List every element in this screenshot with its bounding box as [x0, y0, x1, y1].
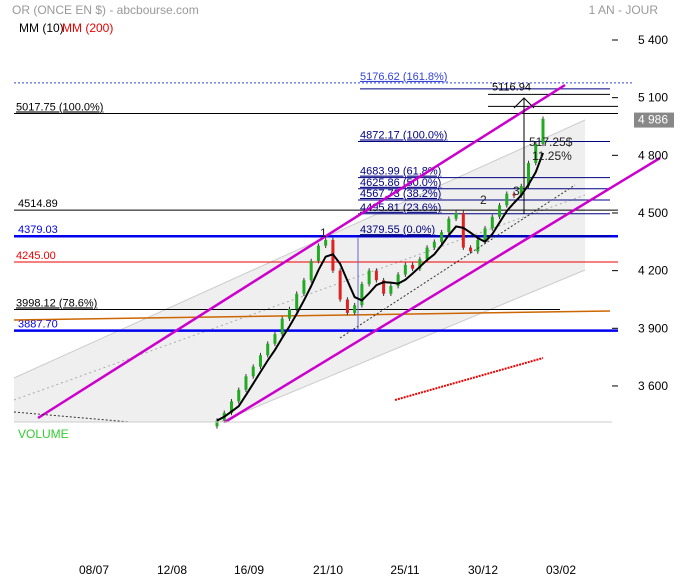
level-label: 5017.75 (100.0%) [16, 101, 103, 113]
y-tick-label: 5 400 [638, 33, 668, 47]
regression-channel-top [13, 119, 586, 379]
candle [490, 216, 494, 229]
level-label: 4245.00 [16, 250, 56, 262]
y-tick-label: 3 900 [638, 321, 668, 335]
candle [432, 241, 436, 248]
level-label: 4495.81 (23.6%) [360, 202, 441, 214]
level-label: 5176.62 (161.8%) [360, 71, 447, 83]
wave-label: 2 [480, 193, 487, 207]
level-label: 4379.55 (0.0%) [360, 224, 435, 236]
candle [266, 343, 270, 356]
candle [469, 247, 473, 252]
candle [338, 270, 342, 300]
candle [302, 280, 306, 294]
regression-channel-bottom [219, 269, 586, 423]
candle [237, 389, 241, 402]
move-amount: 517.25$ [529, 135, 573, 149]
level-label: 4379.03 [18, 224, 58, 236]
candle [258, 355, 262, 367]
channel-lower [224, 156, 661, 424]
x-tick-label: 21/10 [313, 563, 343, 577]
level-label: 5116.94 [492, 81, 531, 93]
candle [396, 274, 400, 287]
candle [389, 286, 393, 294]
candle [360, 284, 364, 306]
last-price-badge [634, 112, 674, 128]
candle [374, 270, 378, 281]
x-tick-label: 03/02 [546, 563, 576, 577]
y-tick-label: 5 100 [638, 91, 668, 105]
candle [324, 239, 328, 246]
wave-label: 1 [320, 226, 327, 240]
candle [287, 309, 291, 319]
candle [447, 218, 451, 233]
candle [367, 270, 371, 285]
wave-label: 3 [513, 184, 520, 198]
x-tick-label: 12/08 [157, 563, 187, 577]
x-tick-label: 08/07 [79, 563, 109, 577]
x-tick-label: 30/12 [468, 563, 498, 577]
candle [251, 366, 255, 377]
candle [316, 245, 320, 262]
dotted-trendline [339, 184, 576, 339]
arrow-head-icon [513, 97, 535, 109]
candle [461, 212, 465, 248]
regression-midline [13, 194, 586, 401]
candle [353, 305, 357, 313]
candle [476, 239, 480, 252]
move-percent: 11.25% [532, 149, 572, 163]
legend-mm200: MM (200) [62, 21, 114, 35]
candle [483, 228, 487, 240]
level-label: 3887.70 [18, 319, 58, 331]
candle [411, 264, 415, 269]
level-label: 3998.12 (78.6%) [16, 297, 97, 309]
candle [512, 193, 516, 196]
channel-upper [37, 83, 566, 420]
candle [273, 334, 277, 344]
dotted-trendline-left [13, 411, 131, 423]
candle [295, 293, 299, 310]
level-label: 4567.73 (38.2%) [360, 188, 441, 200]
candle [418, 259, 422, 269]
candle [280, 318, 284, 335]
y-tick-label: 3 600 [638, 379, 668, 393]
period-label[interactable]: 1 AN - JOUR [588, 3, 658, 17]
x-tick-label: 25/11 [390, 563, 419, 577]
candle [382, 280, 386, 294]
y-tick-label: 4 200 [638, 264, 668, 278]
candle [229, 401, 233, 413]
candle [244, 376, 248, 390]
candle [309, 261, 313, 281]
candle [519, 186, 523, 196]
candle [534, 143, 538, 164]
candle [215, 420, 219, 427]
level-label: 4625.86 (50.0%) [360, 177, 441, 189]
y-tick-label: 4 800 [638, 148, 668, 162]
volume-label: VOLUME [18, 427, 69, 441]
candle [527, 163, 531, 187]
level-label: 4514.89 [18, 198, 58, 210]
orange-trendline [13, 310, 611, 321]
candle [498, 205, 502, 217]
candle [345, 299, 349, 313]
y-tick-label: 4 500 [638, 206, 668, 220]
level-label: 4872.17 (100.0%) [360, 129, 447, 141]
candle [440, 232, 444, 242]
last-price-label: 4 986 [638, 113, 668, 127]
candle [505, 193, 509, 206]
mm200-line [394, 357, 544, 401]
regression-channel-fill [14, 120, 585, 422]
candle [403, 264, 407, 275]
mm10-line [216, 152, 544, 422]
chart-title: OR (ONCE EN $) - abcbourse.com [12, 3, 199, 17]
candle [454, 212, 458, 219]
candle [425, 247, 429, 260]
legend-mm10: MM (10) [19, 21, 64, 35]
x-tick-label: 16/09 [234, 563, 264, 577]
candle [541, 118, 545, 144]
